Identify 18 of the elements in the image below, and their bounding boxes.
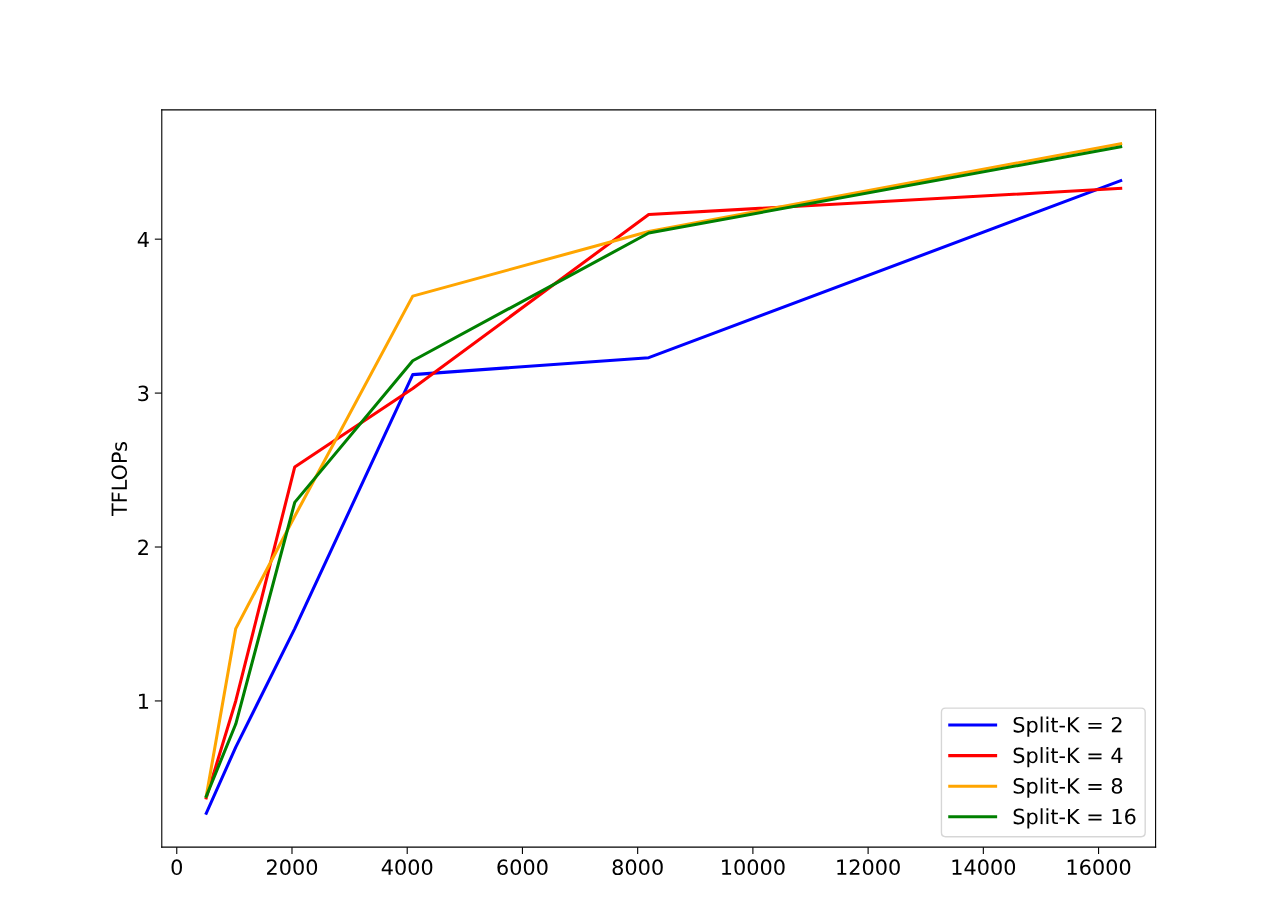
x-tick-label: 0 — [171, 859, 183, 876]
x-tick-label: 12000 — [837, 859, 900, 876]
x-tick-label: 16000 — [1067, 859, 1131, 876]
legend-label: Split-K = 4 — [1013, 747, 1123, 768]
x-tick-label: 6000 — [497, 859, 548, 876]
y-tick-label: 4 — [137, 231, 149, 248]
legend-label: Split-K = 16 — [1013, 808, 1136, 829]
y-tick-label: 3 — [138, 385, 149, 402]
y-tick-label: 1 — [139, 693, 149, 709]
x-tick-label: 8000 — [612, 859, 663, 876]
x-tick-label: 2000 — [267, 859, 318, 876]
x-tick-label: 4000 — [381, 859, 433, 876]
legend-label: Split-K = 2 — [1013, 716, 1122, 737]
y-tick-label: 2 — [138, 539, 148, 555]
y-axis-title: TFLOPs — [111, 442, 128, 517]
x-tick-label: 14000 — [952, 859, 1016, 876]
legend-label: Split-K = 8 — [1013, 777, 1123, 798]
x-tick-label: 10000 — [722, 859, 785, 876]
